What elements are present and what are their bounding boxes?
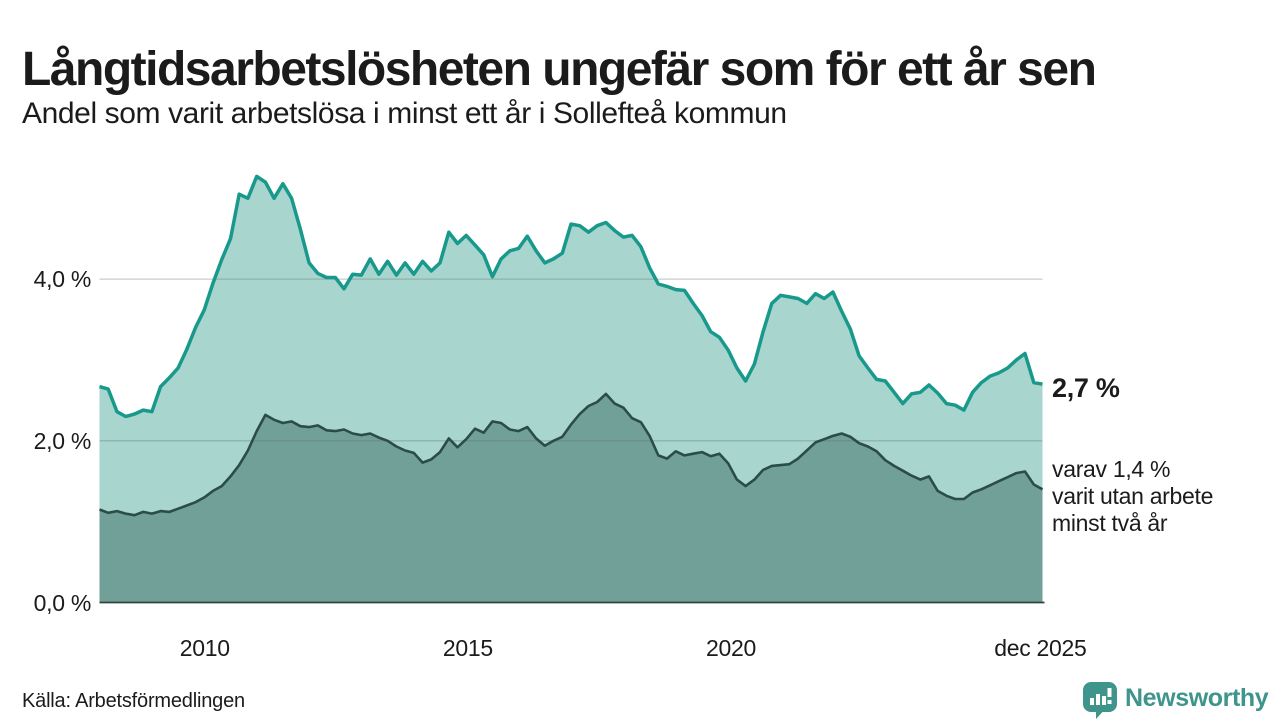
end-note-line-2: varit utan arbete [1052,483,1214,509]
end-note-line-3: minst två år [1052,510,1168,536]
newsworthy-wordmark: Newsworthy [1125,684,1269,712]
series-line-one_year [99,174,1043,419]
y-tick-label-0: 0,0 % [33,589,92,616]
source-note: Källa: Arbetsförmedlingen [22,690,245,712]
x-tick-label-2020: 2020 [705,635,756,661]
newsworthy-logo: Newsworthy [1082,681,1269,719]
area-fill-two_years [99,393,1043,603]
x-tick-label-2010: 2010 [179,635,230,661]
y-tick-label-4: 4,0 % [33,266,92,293]
series-line-two_years [99,392,1044,517]
chart-subtitle: Andel som varit arbetslösa i minst ett å… [22,97,787,130]
series-end-label-one-year: 2,7 % [1052,373,1120,403]
page-title: Långtidsarbetslösheten ungefär som för e… [22,43,1097,97]
end-note-line-1: varav 1,4 % [1052,456,1171,482]
x-tick-label-dec-2025: dec 2025 [994,635,1087,661]
newsworthy-pin-icon [1083,682,1117,719]
x-tick-label-2015: 2015 [442,635,493,661]
series-end-note-two-years: varav 1,4 % varit utan arbete minst två … [1052,456,1213,537]
y-tick-label-2: 2,0 % [33,427,92,454]
